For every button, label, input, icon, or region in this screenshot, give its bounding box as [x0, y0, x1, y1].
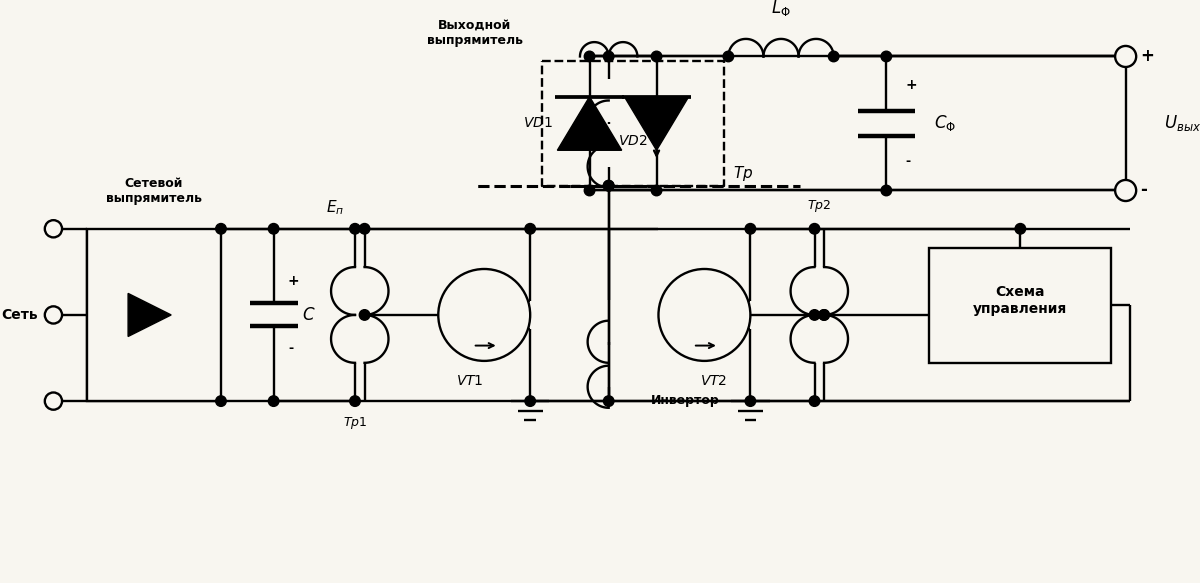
Text: $C_{\Phi}$: $C_{\Phi}$ [934, 114, 956, 134]
Text: Сеть: Сеть [1, 308, 38, 322]
Circle shape [809, 223, 820, 234]
Circle shape [44, 392, 62, 410]
Circle shape [216, 223, 227, 234]
Circle shape [269, 223, 278, 234]
Circle shape [809, 396, 820, 406]
Circle shape [881, 185, 892, 196]
Circle shape [359, 223, 370, 234]
Text: Сетевой
выпрямитель: Сетевой выпрямитель [106, 177, 202, 205]
Text: $E_{п}$: $E_{п}$ [326, 199, 344, 217]
Circle shape [44, 306, 62, 324]
Bar [86, 229, 221, 401]
Text: $L_{\Phi}$: $L_{\Phi}$ [772, 0, 791, 18]
Text: +: + [288, 275, 300, 289]
Text: $VT2$: $VT2$ [701, 374, 727, 388]
Circle shape [818, 310, 829, 320]
Text: -: - [288, 342, 293, 355]
Circle shape [44, 220, 62, 237]
Circle shape [652, 51, 662, 62]
Circle shape [604, 51, 614, 62]
Circle shape [828, 51, 839, 62]
Text: $Tp2$: $Tp2$ [808, 198, 832, 215]
Circle shape [349, 396, 360, 406]
Circle shape [269, 396, 278, 406]
Text: -: - [1140, 181, 1147, 199]
Circle shape [1015, 223, 1026, 234]
Polygon shape [128, 293, 172, 336]
Circle shape [881, 51, 892, 62]
Circle shape [659, 269, 750, 361]
Circle shape [584, 51, 595, 62]
Polygon shape [557, 97, 622, 150]
Circle shape [584, 185, 595, 196]
Circle shape [745, 396, 756, 406]
Text: $Tp1$: $Tp1$ [343, 416, 367, 431]
Text: +: + [1140, 47, 1154, 65]
Bar [929, 248, 1111, 363]
Circle shape [359, 310, 370, 320]
Circle shape [349, 223, 360, 234]
Text: $VT1$: $VT1$ [456, 374, 484, 388]
Text: $Tp$: $Tp$ [733, 164, 754, 183]
Text: Инвертор: Инвертор [650, 394, 720, 407]
Circle shape [818, 310, 829, 320]
Text: $U_{вых}$: $U_{вых}$ [1164, 114, 1200, 134]
Text: $C$: $C$ [302, 306, 316, 324]
Circle shape [604, 180, 614, 191]
Circle shape [604, 396, 614, 406]
Circle shape [724, 51, 733, 62]
Circle shape [652, 185, 662, 196]
Text: +: + [906, 78, 917, 92]
Polygon shape [624, 97, 689, 150]
Circle shape [524, 223, 535, 234]
Circle shape [524, 396, 535, 406]
Circle shape [1115, 46, 1136, 67]
Circle shape [809, 310, 820, 320]
Circle shape [1115, 180, 1136, 201]
Text: -: - [906, 155, 911, 168]
Circle shape [604, 180, 614, 191]
Text: Схема
управления: Схема управления [973, 286, 1068, 315]
Text: $VD1$: $VD1$ [522, 117, 552, 131]
Circle shape [745, 223, 756, 234]
Text: Выходной
выпрямитель: Выходной выпрямитель [427, 19, 523, 47]
Circle shape [216, 396, 227, 406]
Circle shape [438, 269, 530, 361]
Text: $VD2$: $VD2$ [618, 134, 648, 148]
